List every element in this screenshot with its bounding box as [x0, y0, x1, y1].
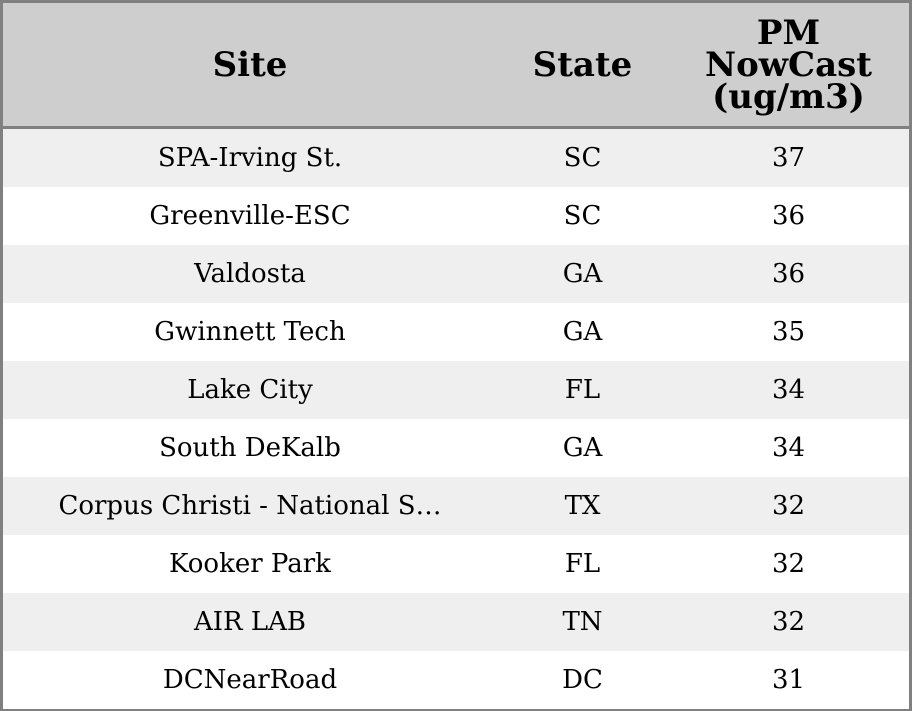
pm-value-cell: 32	[771, 491, 806, 521]
state-cell: FL	[564, 375, 601, 405]
site-cell: AIR LAB	[193, 607, 307, 637]
pm-value-cell: 36	[771, 201, 806, 231]
site-cell: South DeKalb	[159, 433, 341, 463]
state-cell: SC	[563, 143, 602, 173]
table-row: DCNearRoad DC 31	[3, 651, 909, 709]
state-cell: GA	[562, 433, 603, 463]
site-cell: Gwinnett Tech	[154, 317, 346, 347]
pm-value-cell: 32	[771, 549, 806, 579]
table-row: SPA-Irving St. SC 37	[3, 129, 909, 187]
site-cell: Lake City	[187, 375, 313, 405]
pm-value-cell: 31	[771, 665, 806, 695]
pm-value-cell: 34	[771, 375, 806, 405]
table-row: Corpus Christi - National S… TX 32	[3, 477, 909, 535]
state-cell: GA	[562, 259, 603, 289]
table-body: SPA-Irving St. SC 37 Greenville-ESC SC 36 Vald…	[3, 129, 909, 709]
header-site: Site	[212, 44, 288, 85]
site-cell: SPA-Irving St.	[157, 143, 343, 173]
table-row: Gwinnett Tech GA 35	[3, 303, 909, 361]
pm-value-cell: 32	[771, 607, 806, 637]
state-cell: TX	[564, 491, 601, 521]
header-state: State	[532, 44, 633, 85]
table-row: Lake City FL 34	[3, 361, 909, 419]
pm-value-cell: 36	[771, 259, 806, 289]
table-row: Kooker Park FL 32	[3, 535, 909, 593]
pm-value-cell: 35	[771, 317, 806, 347]
site-cell: DCNearRoad	[162, 665, 338, 695]
site-cell: Greenville-ESC	[149, 201, 351, 231]
state-cell: SC	[563, 201, 602, 231]
pm-value-cell: 34	[771, 433, 806, 463]
site-cell: Valdosta	[194, 259, 306, 289]
pm-value-cell: 37	[771, 143, 806, 173]
table-row: AIR LAB TN 32	[3, 593, 909, 651]
state-cell: DC	[562, 665, 603, 695]
header-pm-nowcast: PM NowCast (ug/m3)	[705, 12, 872, 117]
site-cell: Corpus Christi - National S…	[58, 491, 442, 521]
table-row: South DeKalb GA 34	[3, 419, 909, 477]
table-row: Greenville-ESC SC 36	[3, 187, 909, 245]
table-header: Site State PM NowCast (ug/m3)	[3, 3, 909, 129]
table-row: Valdosta GA 36	[3, 245, 909, 303]
state-cell: GA	[562, 317, 603, 347]
state-cell: FL	[564, 549, 601, 579]
site-cell: Kooker Park	[169, 549, 331, 579]
state-cell: TN	[562, 607, 603, 637]
